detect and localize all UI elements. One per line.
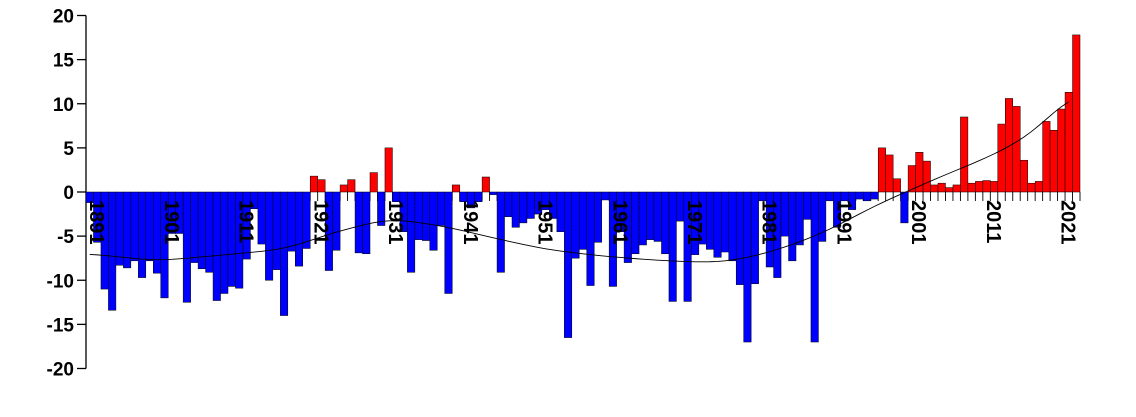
svg-text:2011: 2011 [982, 200, 1004, 243]
svg-text:1981: 1981 [758, 200, 780, 245]
svg-text:2001: 2001 [907, 200, 929, 245]
svg-text:-5: -5 [57, 227, 74, 248]
svg-text:0: 0 [63, 183, 74, 204]
svg-text:1891: 1891 [85, 200, 107, 245]
svg-text:10: 10 [53, 95, 74, 116]
svg-text:-15: -15 [47, 315, 75, 336]
svg-text:15: 15 [53, 51, 75, 72]
svg-text:-20: -20 [47, 360, 74, 381]
svg-text:1911: 1911 [235, 200, 257, 243]
svg-text:2021: 2021 [1057, 200, 1079, 245]
svg-text:1961: 1961 [608, 200, 630, 245]
svg-text:1991: 1991 [832, 200, 854, 245]
svg-text:-10: -10 [47, 271, 74, 292]
svg-text:1971: 1971 [683, 200, 705, 245]
svg-text:5: 5 [63, 139, 74, 160]
svg-text:20: 20 [53, 7, 74, 28]
svg-text:1941: 1941 [459, 200, 481, 245]
svg-text:1951: 1951 [534, 200, 556, 245]
svg-text:1901: 1901 [160, 200, 182, 245]
svg-text:1921: 1921 [309, 200, 331, 245]
svg-text:1931: 1931 [384, 200, 406, 245]
